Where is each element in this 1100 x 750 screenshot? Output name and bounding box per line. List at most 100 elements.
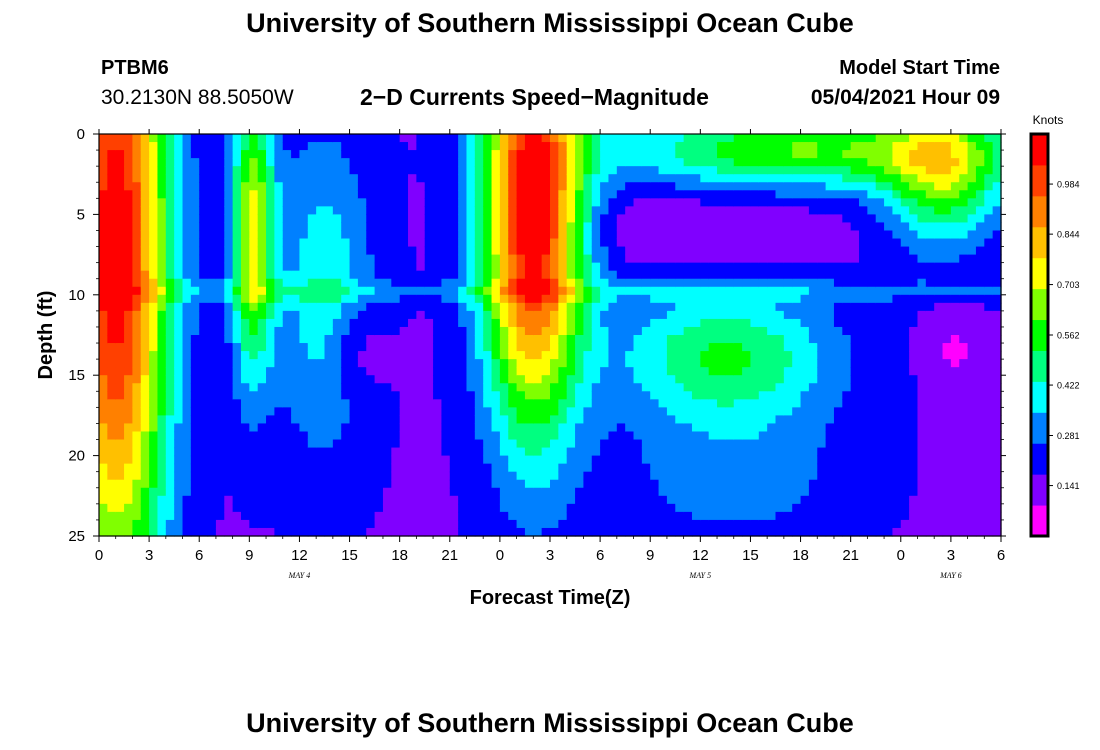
heatmap-cell xyxy=(408,326,417,336)
heatmap-cell xyxy=(491,351,501,360)
heatmap-cell xyxy=(917,310,927,320)
heatmap-cell xyxy=(357,310,367,320)
heatmap-cell xyxy=(441,479,451,489)
heatmap-cell xyxy=(550,254,559,264)
heatmap-cell xyxy=(291,198,301,207)
heatmap-cell xyxy=(291,262,301,272)
heatmap-cell xyxy=(508,246,518,256)
heatmap-cell xyxy=(316,527,326,537)
heatmap-cell xyxy=(884,487,894,497)
heatmap-cell xyxy=(750,222,760,232)
heatmap-cell xyxy=(817,527,827,537)
heatmap-cell xyxy=(566,222,576,232)
heatmap-cell xyxy=(725,198,735,207)
heatmap-cell xyxy=(115,262,125,272)
heatmap-cell xyxy=(892,166,902,175)
heatmap-cell xyxy=(825,407,835,416)
heatmap-cell xyxy=(767,527,777,537)
heatmap-cell xyxy=(808,495,818,505)
heatmap-cell xyxy=(575,174,585,183)
heatmap-cell xyxy=(499,415,509,425)
heatmap-cell xyxy=(783,471,793,481)
heatmap-cell xyxy=(733,527,743,537)
heatmap-cell xyxy=(817,455,827,465)
heatmap-cell xyxy=(424,439,434,449)
heatmap-cell xyxy=(182,407,192,416)
heatmap-cell xyxy=(533,206,543,215)
heatmap-cell xyxy=(850,238,860,248)
heatmap-cell xyxy=(725,158,735,167)
heatmap-cell xyxy=(892,431,902,441)
heatmap-cell xyxy=(683,254,693,264)
heatmap-cell xyxy=(190,246,200,256)
heatmap-cell xyxy=(508,318,518,328)
heatmap-cell xyxy=(341,351,351,360)
heatmap-cell xyxy=(641,439,651,449)
heatmap-cell xyxy=(691,415,701,425)
heatmap-cell xyxy=(900,310,910,320)
heatmap-cell xyxy=(683,487,693,497)
heatmap-cell xyxy=(282,254,292,264)
heatmap-cell xyxy=(658,174,668,183)
heatmap-cell xyxy=(708,343,718,352)
heatmap-cell xyxy=(892,351,902,360)
heatmap-cell xyxy=(449,455,459,465)
heatmap-cell xyxy=(666,190,676,199)
heatmap-cell xyxy=(374,262,384,272)
heatmap-cell xyxy=(516,230,526,240)
heatmap-cell xyxy=(291,134,301,143)
heatmap-cell xyxy=(249,278,259,288)
heatmap-cell xyxy=(641,351,651,360)
heatmap-cell xyxy=(508,423,518,433)
heatmap-cell xyxy=(875,246,885,256)
heatmap-cell xyxy=(666,423,676,433)
heatmap-cell xyxy=(165,487,175,497)
heatmap-cell xyxy=(550,270,559,280)
heatmap-cell xyxy=(641,399,651,408)
heatmap-cell xyxy=(800,206,810,215)
heatmap-cell xyxy=(224,270,234,280)
heatmap-cell xyxy=(575,142,585,151)
heatmap-cell xyxy=(700,294,710,304)
heatmap-cell xyxy=(850,166,860,175)
heatmap-cell xyxy=(650,383,660,392)
heatmap-cell xyxy=(758,190,768,199)
heatmap-cell xyxy=(708,463,718,473)
heatmap-cell xyxy=(257,351,267,360)
heatmap-cell xyxy=(174,527,184,537)
heatmap-cell xyxy=(792,503,802,513)
heatmap-cell xyxy=(408,431,417,441)
heatmap-cell xyxy=(675,455,685,465)
heatmap-cell xyxy=(758,367,768,376)
heatmap-cell xyxy=(900,270,910,280)
heatmap-cell xyxy=(466,511,476,521)
heatmap-cell xyxy=(541,399,551,408)
heatmap-cell xyxy=(800,190,810,199)
heatmap-cell xyxy=(675,503,685,513)
heatmap-cell xyxy=(650,262,660,272)
heatmap-cell xyxy=(274,423,284,433)
heatmap-cell xyxy=(399,318,409,328)
heatmap-cell xyxy=(508,310,518,320)
heatmap-cell xyxy=(575,335,585,344)
heatmap-cell xyxy=(616,527,626,537)
heatmap-cell xyxy=(650,335,660,344)
heatmap-cell xyxy=(157,511,167,521)
heatmap-cell xyxy=(449,294,459,304)
heatmap-cell xyxy=(215,463,225,473)
heatmap-cell xyxy=(825,335,835,344)
heatmap-cell xyxy=(449,495,459,505)
heatmap-cell xyxy=(783,134,793,143)
heatmap-cell xyxy=(859,278,868,288)
heatmap-cell xyxy=(257,286,267,296)
heatmap-cell xyxy=(558,214,568,224)
heatmap-cell xyxy=(449,166,459,175)
heatmap-cell xyxy=(424,463,434,473)
heatmap-cell xyxy=(115,310,125,320)
heatmap-cell xyxy=(825,150,835,159)
heatmap-cell xyxy=(566,166,576,175)
heatmap-cell xyxy=(608,246,618,256)
heatmap-cell xyxy=(499,519,509,529)
heatmap-cell xyxy=(341,238,351,248)
heatmap-cell xyxy=(416,503,426,513)
